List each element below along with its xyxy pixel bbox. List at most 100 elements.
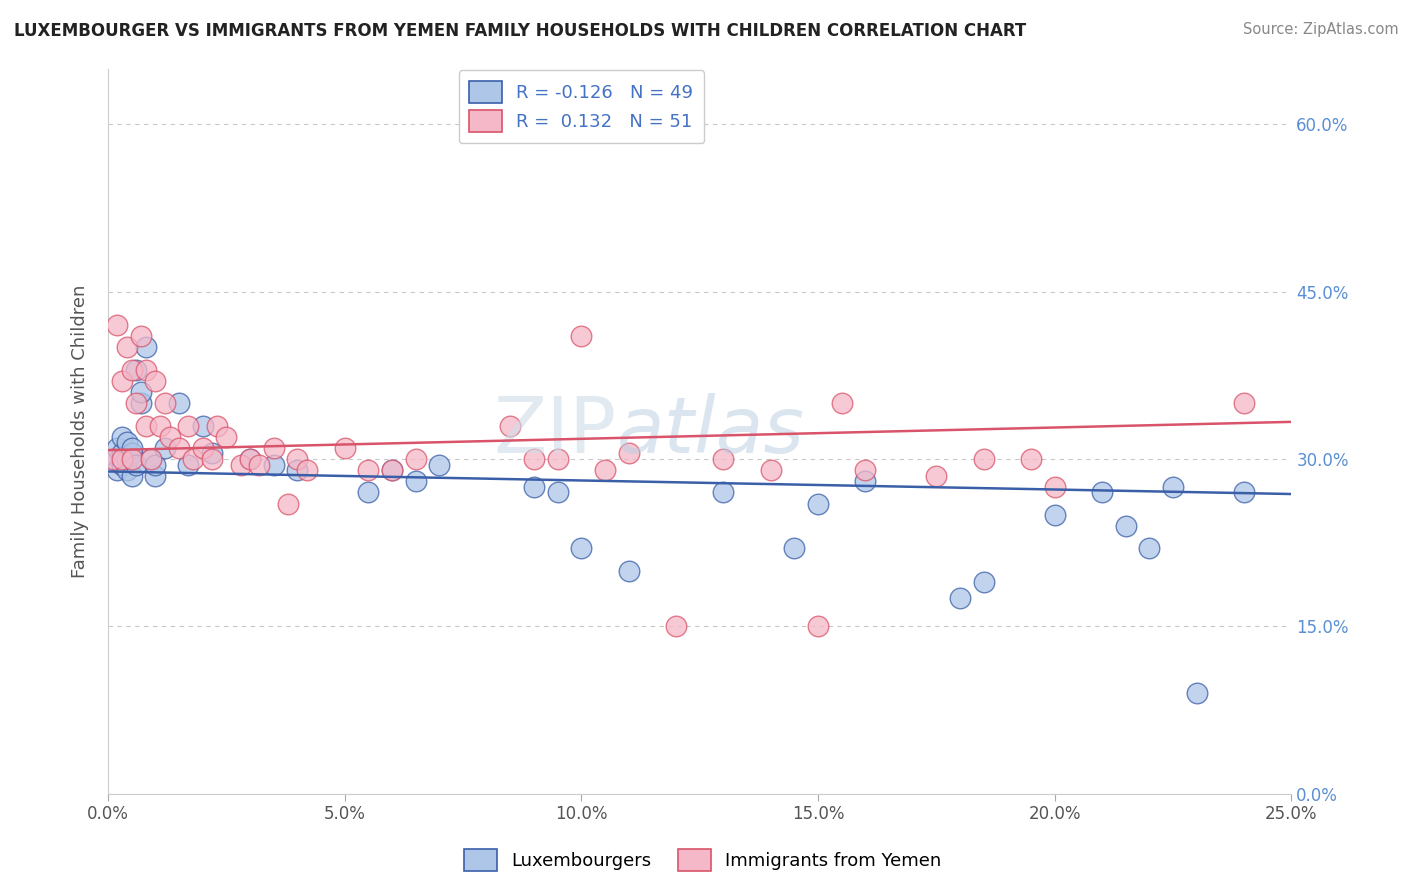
Text: ZIP: ZIP xyxy=(494,393,617,469)
Point xyxy=(713,452,735,467)
Point xyxy=(405,475,427,489)
Point xyxy=(239,452,262,467)
Point xyxy=(143,468,166,483)
Point xyxy=(949,591,972,606)
Point xyxy=(115,452,138,467)
Point xyxy=(129,385,152,400)
Point xyxy=(277,497,299,511)
Point xyxy=(617,564,640,578)
Point xyxy=(181,452,204,467)
Point xyxy=(831,396,853,410)
Point xyxy=(135,418,157,433)
Point xyxy=(759,463,782,477)
Point xyxy=(191,418,214,433)
Point xyxy=(381,463,404,477)
Point xyxy=(143,374,166,388)
Point xyxy=(115,463,138,477)
Point xyxy=(111,374,134,388)
Point xyxy=(153,441,176,455)
Point xyxy=(143,458,166,472)
Point xyxy=(569,329,592,343)
Point xyxy=(239,452,262,467)
Point xyxy=(111,430,134,444)
Point xyxy=(215,430,238,444)
Point xyxy=(285,463,308,477)
Point xyxy=(159,430,181,444)
Point xyxy=(593,463,616,477)
Point xyxy=(201,452,224,467)
Point xyxy=(973,574,995,589)
Point xyxy=(139,452,162,467)
Point xyxy=(115,340,138,354)
Point xyxy=(129,396,152,410)
Point xyxy=(139,452,162,467)
Point xyxy=(101,452,124,467)
Point xyxy=(783,541,806,556)
Point xyxy=(229,458,252,472)
Point xyxy=(111,452,134,467)
Point xyxy=(177,418,200,433)
Point xyxy=(121,441,143,455)
Point xyxy=(153,396,176,410)
Text: LUXEMBOURGER VS IMMIGRANTS FROM YEMEN FAMILY HOUSEHOLDS WITH CHILDREN CORRELATIO: LUXEMBOURGER VS IMMIGRANTS FROM YEMEN FA… xyxy=(14,22,1026,40)
Point xyxy=(925,468,948,483)
Point xyxy=(115,435,138,450)
Point xyxy=(111,458,134,472)
Point xyxy=(523,452,546,467)
Point xyxy=(1233,396,1256,410)
Point xyxy=(249,458,271,472)
Point xyxy=(1139,541,1161,556)
Point xyxy=(547,485,569,500)
Point xyxy=(547,452,569,467)
Point xyxy=(855,475,877,489)
Point xyxy=(121,363,143,377)
Point xyxy=(167,396,190,410)
Point xyxy=(855,463,877,477)
Point xyxy=(107,441,129,455)
Point xyxy=(1115,519,1137,533)
Point xyxy=(973,452,995,467)
Point xyxy=(807,497,830,511)
Point xyxy=(665,619,688,633)
Legend: Luxembourgers, Immigrants from Yemen: Luxembourgers, Immigrants from Yemen xyxy=(457,842,949,879)
Point xyxy=(135,363,157,377)
Text: Source: ZipAtlas.com: Source: ZipAtlas.com xyxy=(1243,22,1399,37)
Point xyxy=(121,446,143,460)
Point xyxy=(107,318,129,332)
Y-axis label: Family Households with Children: Family Households with Children xyxy=(72,285,89,578)
Point xyxy=(333,441,356,455)
Point xyxy=(177,458,200,472)
Point xyxy=(405,452,427,467)
Point xyxy=(617,446,640,460)
Point xyxy=(1043,508,1066,522)
Point xyxy=(191,441,214,455)
Point xyxy=(285,452,308,467)
Point xyxy=(101,452,124,467)
Point xyxy=(427,458,450,472)
Point xyxy=(121,468,143,483)
Point xyxy=(1185,686,1208,700)
Point xyxy=(201,446,224,460)
Point xyxy=(111,446,134,460)
Point xyxy=(713,485,735,500)
Point xyxy=(1019,452,1042,467)
Point xyxy=(357,463,380,477)
Text: atlas: atlas xyxy=(617,393,804,469)
Point xyxy=(135,340,157,354)
Point xyxy=(167,441,190,455)
Point xyxy=(381,463,404,477)
Point xyxy=(263,458,285,472)
Point xyxy=(807,619,830,633)
Point xyxy=(569,541,592,556)
Point xyxy=(125,458,148,472)
Point xyxy=(125,396,148,410)
Point xyxy=(125,363,148,377)
Point xyxy=(205,418,228,433)
Point xyxy=(523,480,546,494)
Point xyxy=(149,418,172,433)
Point xyxy=(295,463,318,477)
Point xyxy=(1043,480,1066,494)
Point xyxy=(107,463,129,477)
Point xyxy=(263,441,285,455)
Point xyxy=(1233,485,1256,500)
